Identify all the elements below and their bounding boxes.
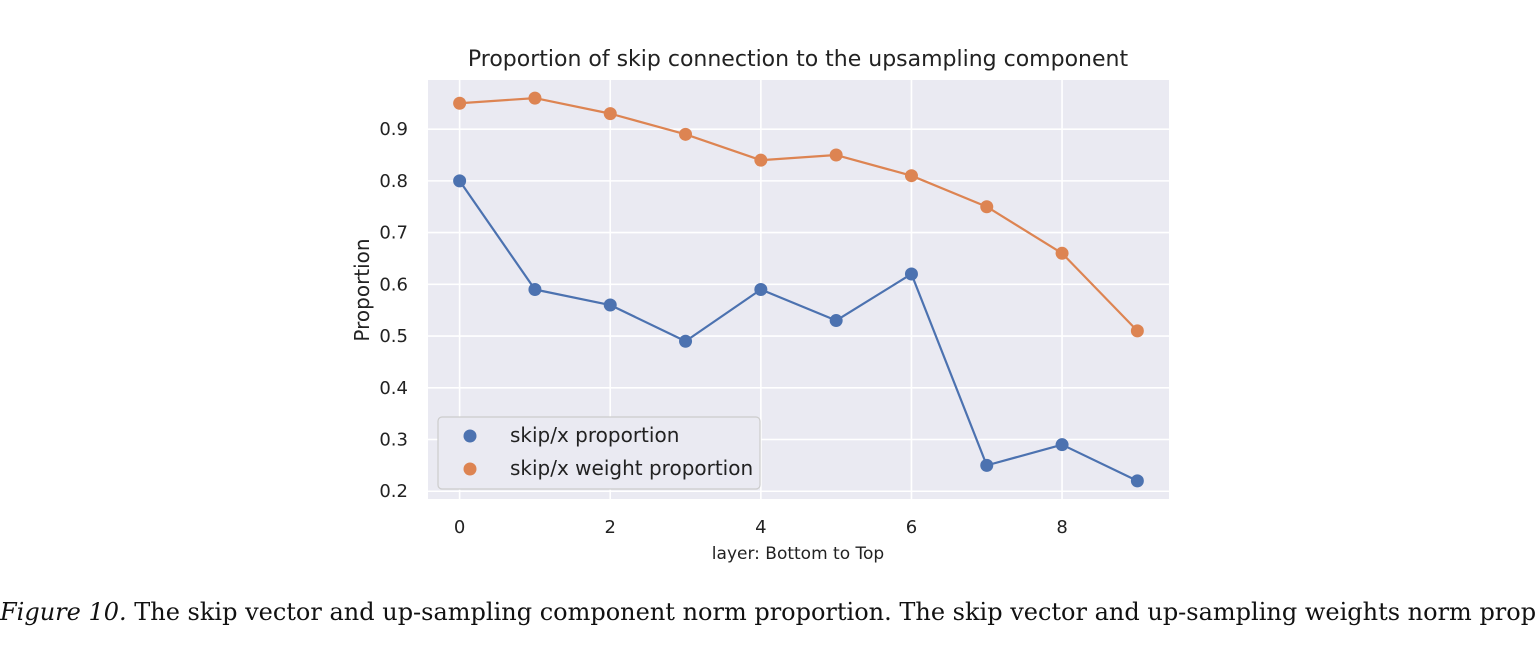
- y-tick-label-0-5: 0.5: [379, 326, 408, 347]
- figure-caption: Figure 10. The skip vector and up-sampli…: [0, 598, 1535, 626]
- data-point-s1-x5: [829, 148, 843, 162]
- y-tick-label-0-6: 0.6: [379, 274, 408, 295]
- data-point-s0-x0: [453, 174, 467, 188]
- data-point-s1-x6: [904, 169, 918, 183]
- data-point-s1-x2: [603, 107, 617, 121]
- data-point-s1-x4: [754, 153, 768, 167]
- x-tick-label-2: 2: [605, 517, 616, 538]
- legend: skip/x proportion skip/x weight proporti…: [437, 416, 761, 490]
- legend-marker-skip-x-proportion: [463, 429, 477, 443]
- series-line-0: [458, 180, 1138, 482]
- y-tick-label-0-7: 0.7: [379, 223, 408, 244]
- data-point-s0-x9: [1130, 474, 1144, 488]
- y-axis-label: Proportion: [350, 238, 374, 341]
- data-point-s0-x8: [1055, 438, 1069, 452]
- data-point-s1-x7: [980, 200, 994, 214]
- tick-labels: 0 2 4 6 8 0.2 0.3 0.4 0.5 0.6 0.7 0.8 0.9: [379, 119, 1067, 538]
- x-tick-label-4: 4: [755, 517, 766, 538]
- data-point-s1-x0: [453, 96, 467, 110]
- y-tick-label-0-8: 0.8: [379, 171, 408, 192]
- data-point-s0-x7: [980, 458, 994, 472]
- legend-marker-skip-x-weight-proportion: [463, 462, 477, 476]
- data-point-s1-x3: [679, 127, 693, 141]
- y-tick-label-0-3: 0.3: [379, 430, 408, 451]
- y-tick-label-0-2: 0.2: [379, 481, 408, 502]
- data-point-s0-x2: [603, 298, 617, 312]
- legend-label-skip-x-proportion: skip/x proportion: [510, 423, 679, 447]
- line-chart: 0 2 4 6 8 0.2 0.3 0.4 0.5 0.6 0.7 0.8 0.9 Proportion…: [350, 47, 1169, 564]
- data-point-s0-x6: [904, 267, 918, 281]
- x-axis-label: layer: Bottom to Top: [712, 544, 884, 564]
- data-point-s0-x4: [754, 283, 768, 296]
- chart-title: Proportion of skip connection to the ups…: [468, 47, 1129, 72]
- x-tick-label-6: 6: [906, 517, 917, 538]
- data-point-s0-x5: [829, 314, 843, 328]
- data-point-s0-x1: [528, 283, 542, 296]
- caption-text: The skip vector and up-sampling componen…: [126, 598, 1535, 626]
- legend-box: [437, 416, 761, 490]
- series-layer: [453, 91, 1144, 488]
- series-line-1: [459, 97, 1139, 332]
- data-point-s1-x9: [1130, 324, 1144, 338]
- figure-label: Figure 10.: [0, 598, 127, 626]
- y-tick-label-0-4: 0.4: [379, 378, 408, 399]
- x-tick-label-8: 8: [1056, 517, 1067, 538]
- x-tick-label-0: 0: [454, 517, 465, 538]
- data-point-s1-x8: [1055, 246, 1069, 260]
- legend-label-skip-x-weight-proportion: skip/x weight proportion: [510, 456, 753, 480]
- data-point-s0-x3: [679, 334, 693, 348]
- data-point-s1-x1: [528, 91, 542, 105]
- y-tick-label-0-9: 0.9: [379, 119, 408, 140]
